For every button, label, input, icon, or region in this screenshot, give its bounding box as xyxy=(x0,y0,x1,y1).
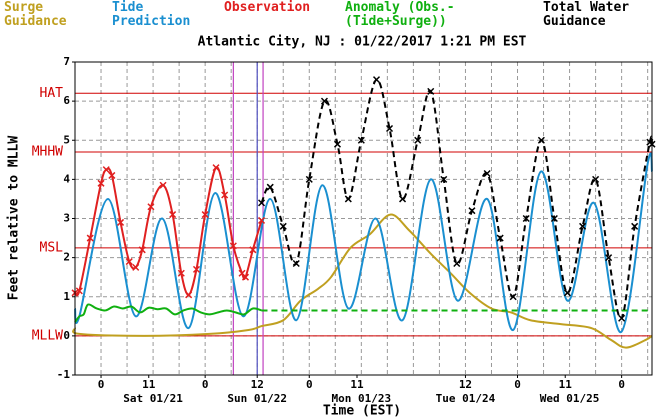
x-tick-label: 0 xyxy=(98,378,105,391)
x-tick-label: 0 xyxy=(202,378,209,391)
data-point xyxy=(605,254,613,262)
data-point xyxy=(357,136,365,144)
data-point xyxy=(169,211,177,219)
datum-label: MSL xyxy=(40,240,64,255)
legend-entry: Surge Guidance xyxy=(4,0,67,29)
day-label: Sun 01/22 xyxy=(227,392,287,405)
y-tick-label: -1 xyxy=(57,368,71,381)
data-point xyxy=(333,140,342,148)
data-point xyxy=(414,136,422,144)
data-point xyxy=(125,258,133,266)
x-tick-label: 11 xyxy=(142,378,156,391)
day-label: Tue 01/24 xyxy=(436,392,496,405)
data-point xyxy=(132,263,140,271)
x-axis-label: Time (EST) xyxy=(323,404,401,419)
data-point xyxy=(97,179,105,187)
data-point xyxy=(159,181,167,189)
y-tick-label: 1 xyxy=(63,290,70,303)
data-point xyxy=(185,291,193,299)
data-point xyxy=(201,211,209,219)
data-point xyxy=(522,214,530,223)
data-point xyxy=(631,222,639,230)
data-point xyxy=(385,124,394,133)
x-tick-label: 11 xyxy=(350,378,364,391)
data-point xyxy=(192,265,201,273)
datum-label: MLLW xyxy=(32,328,63,343)
chart-title: Atlantic City, NJ : 01/22/2017 1:21 PM E… xyxy=(198,35,527,50)
plot-frame xyxy=(74,61,653,376)
data-point xyxy=(563,289,571,297)
y-tick-label: 2 xyxy=(63,251,70,264)
data-point xyxy=(279,222,287,230)
x-tick-label: 0 xyxy=(618,378,625,391)
legend-entry: Anomaly (Obs.-(Tide+Surge)) xyxy=(345,0,455,29)
legend-entry: Tide Prediction xyxy=(112,0,191,29)
data-point xyxy=(75,287,83,295)
data-point xyxy=(440,175,448,183)
data-point xyxy=(292,259,300,268)
data-point xyxy=(550,214,558,223)
data-point xyxy=(258,199,266,207)
data-point xyxy=(344,195,352,203)
data-point xyxy=(117,218,125,226)
data-point xyxy=(305,175,313,183)
y-tick-label: 4 xyxy=(63,172,70,185)
data-point xyxy=(453,259,461,268)
series-line xyxy=(260,78,653,320)
data-point xyxy=(108,171,116,179)
x-tick-label: 12 xyxy=(251,378,264,391)
x-tick-label: 0 xyxy=(306,378,313,391)
data-point xyxy=(399,195,407,203)
data-point xyxy=(320,97,328,105)
legend-entry: Total Water Guidance xyxy=(543,0,630,29)
datum-label: HAT xyxy=(40,86,64,101)
data-point xyxy=(579,222,587,230)
data-point xyxy=(468,207,476,215)
data-point xyxy=(212,164,220,172)
legend-entry: Observation xyxy=(224,0,311,15)
data-point xyxy=(86,234,94,242)
data-point xyxy=(266,183,274,191)
data-point xyxy=(427,87,435,95)
data-point xyxy=(509,293,517,301)
y-tick-label: 6 xyxy=(63,94,70,107)
data-point xyxy=(372,76,381,84)
data-point xyxy=(221,191,229,199)
y-tick-label: 7 xyxy=(63,55,70,68)
data-point xyxy=(229,242,237,250)
datum-label: MHHW xyxy=(32,144,63,159)
data-point xyxy=(618,314,626,322)
data-point xyxy=(249,246,257,254)
series-line xyxy=(74,152,653,333)
x-tick-label: 12 xyxy=(459,378,472,391)
data-point xyxy=(537,136,545,144)
y-tick-label: 3 xyxy=(63,212,70,225)
data-point xyxy=(177,269,185,277)
day-label: Sat 01/21 xyxy=(123,392,183,405)
data-point xyxy=(258,216,266,224)
day-label: Wed 01/25 xyxy=(540,392,600,405)
data-point xyxy=(496,234,504,242)
data-point xyxy=(147,203,155,211)
series-line xyxy=(74,303,262,323)
data-point xyxy=(102,166,110,174)
y-axis-label: Feet relative to MLLW xyxy=(7,136,22,301)
day-label: Mon 01/23 xyxy=(332,392,392,405)
y-tick-label: 5 xyxy=(63,133,70,146)
x-tick-label: 11 xyxy=(559,378,573,391)
data-point xyxy=(592,175,600,183)
series-line xyxy=(72,213,653,349)
data-point xyxy=(138,246,146,254)
data-point xyxy=(241,273,250,281)
x-tick-label: 0 xyxy=(514,378,521,391)
data-point xyxy=(483,169,491,178)
y-tick-label: 0 xyxy=(63,329,70,342)
